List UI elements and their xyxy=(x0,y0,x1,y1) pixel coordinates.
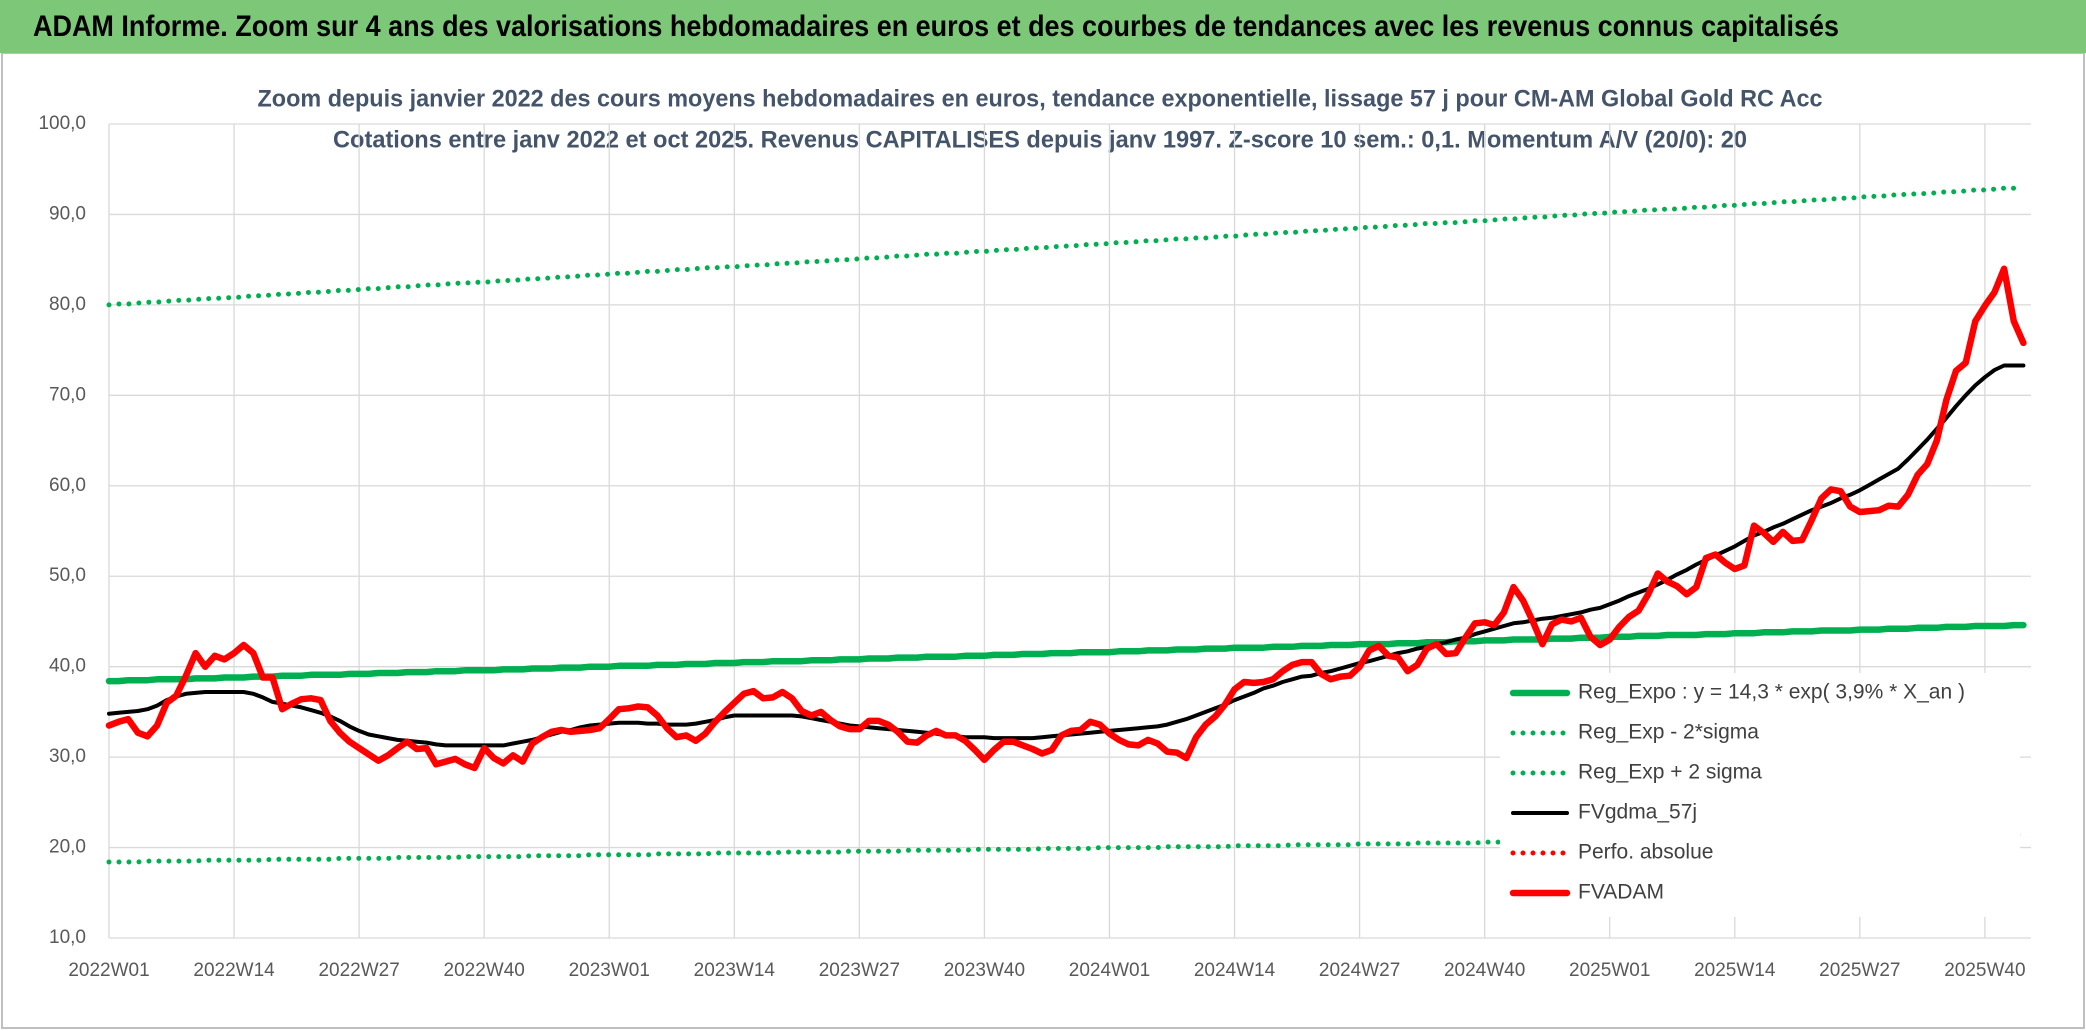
legend-box xyxy=(1500,673,2020,917)
y-tick-label: 60,0 xyxy=(49,475,86,496)
legend-label: Reg_Expo : y = 14,3 * exp( 3,9% * X_an ) xyxy=(1578,681,1965,704)
y-tick-label: 10,0 xyxy=(49,927,86,948)
chart-title: ADAM Informe. Zoom sur 4 ans des valoris… xyxy=(33,10,1839,43)
plot xyxy=(105,184,2027,865)
x-tick-label: 2025W40 xyxy=(1944,960,2025,981)
x-tick-label: 2025W27 xyxy=(1819,960,1900,981)
x-tick-label: 2025W14 xyxy=(1694,960,1776,981)
y-tick-label: 90,0 xyxy=(49,203,86,224)
legend-label: Reg_Exp + 2 sigma xyxy=(1578,761,1762,784)
y-tick-label: 80,0 xyxy=(49,294,86,315)
legend-label: Reg_Exp - 2*sigma xyxy=(1578,721,1759,744)
x-tick-label: 2023W01 xyxy=(569,960,650,981)
y-tick-label: 20,0 xyxy=(49,837,86,858)
subtitle: Cotations entre janv 2022 et oct 2025. R… xyxy=(333,126,1747,153)
x-tick-label: 2024W14 xyxy=(1194,960,1276,981)
y-tick-label: 30,0 xyxy=(49,746,86,767)
x-tick-label: 2024W01 xyxy=(1069,960,1150,981)
series-line xyxy=(105,621,2027,685)
y-tick-label: 40,0 xyxy=(49,656,86,677)
x-tick-label: 2022W14 xyxy=(193,960,275,981)
legend-label: FVgdma_57j xyxy=(1578,801,1697,824)
subtitle: Zoom depuis janvier 2022 des cours moyen… xyxy=(258,85,1823,112)
x-tick-label: 2024W40 xyxy=(1444,960,1525,981)
x-tick-label: 2022W01 xyxy=(68,960,149,981)
y-tick-label: 100,0 xyxy=(38,113,86,134)
x-tick-label: 2023W27 xyxy=(819,960,900,981)
y-tick-label: 50,0 xyxy=(49,565,86,586)
series-line xyxy=(105,265,2027,772)
y-tick-label: 70,0 xyxy=(49,384,86,405)
x-tick-label: 2024W27 xyxy=(1319,960,1400,981)
x-tick-label: 2025W01 xyxy=(1569,960,1650,981)
x-tick-label: 2022W27 xyxy=(318,960,399,981)
series-line xyxy=(106,832,2026,865)
legend-label: Perfo. absolue xyxy=(1578,841,1713,864)
series-line xyxy=(106,184,2026,308)
legend: Reg_Expo : y = 14,3 * exp( 3,9% * X_an )… xyxy=(1500,673,2020,917)
x-tick-label: 2022W40 xyxy=(444,960,525,981)
x-tick-label: 2023W14 xyxy=(694,960,776,981)
legend-label: FVADAM xyxy=(1578,881,1664,904)
x-tick-label: 2023W40 xyxy=(944,960,1025,981)
title-banner xyxy=(0,0,2086,53)
